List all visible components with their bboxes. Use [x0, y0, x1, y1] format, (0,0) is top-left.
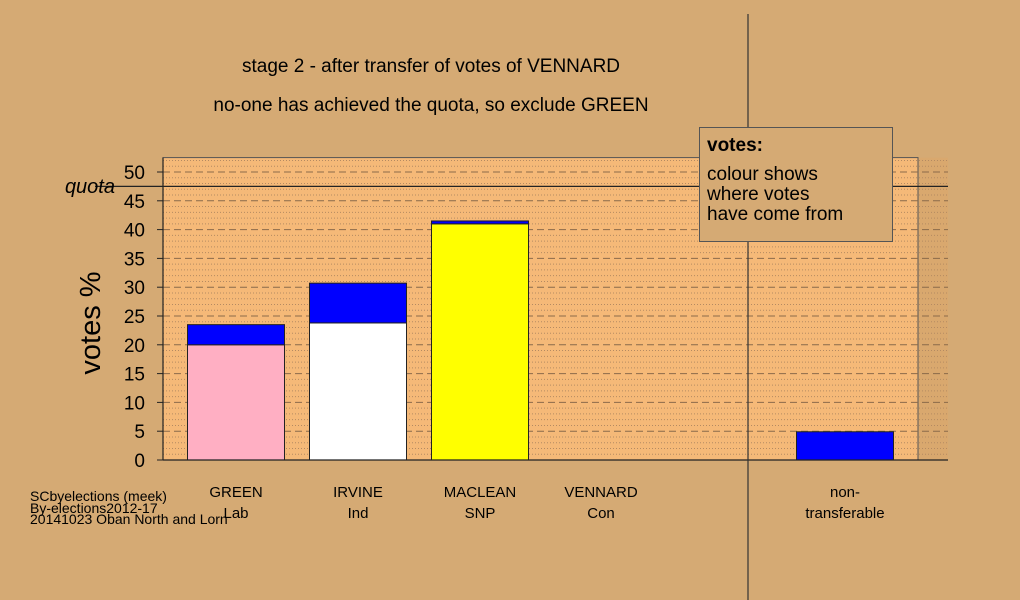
- x-label-name: IRVINE: [333, 484, 383, 501]
- y-tick-label: 40: [124, 221, 145, 242]
- x-category-labels: GREEN Lab IRVINE Ind MACLEAN SNP VENNARD Con non…: [209, 484, 884, 522]
- y-tick-label: 50: [124, 163, 145, 184]
- credit-series: By-elections2012-17: [30, 500, 158, 516]
- y-tick-labels: 0 5 10 15 20 25 30 35 40 45 50: [124, 163, 145, 472]
- x-label-party: Con: [587, 505, 615, 522]
- credit-source: SCbyelections (meek): [30, 488, 167, 504]
- chart-subtitle: no-one has achieved the quota, so exclud…: [213, 95, 648, 116]
- x-label-name: MACLEAN: [444, 484, 517, 501]
- legend-text: colour shows where votes have come from: [707, 164, 844, 225]
- bars: [187, 220, 894, 461]
- bar-segment-maclean-0: [431, 223, 529, 461]
- chart-title: stage 2 - after transfer of votes of VEN…: [242, 56, 620, 77]
- y-tick-label: 45: [124, 192, 145, 213]
- x-label-name: VENNARD: [564, 484, 638, 501]
- y-tick-label: 0: [134, 451, 145, 472]
- credit-election: 20141023 Oban North and Lorn: [30, 511, 228, 527]
- bar-segment-green-0: [187, 344, 285, 461]
- quota-label: quota: [65, 176, 115, 198]
- bar-segment-irvine-1: [309, 282, 407, 324]
- x-label-name: GREEN: [209, 484, 262, 501]
- y-tick-label: 35: [124, 249, 145, 270]
- legend-title: votes:: [707, 135, 763, 156]
- bar-segment-maclean-1: [431, 220, 529, 225]
- x-label-party: Lab: [223, 505, 248, 522]
- y-tick-label: 5: [134, 422, 145, 443]
- bar-segment-non-transferable-0: [796, 431, 894, 461]
- y-tick-label: 25: [124, 307, 145, 328]
- y-tick-label: 20: [124, 336, 145, 357]
- x-label-party: transferable: [805, 505, 884, 522]
- y-tick-label: 15: [124, 365, 145, 386]
- x-label-party: Ind: [348, 505, 369, 522]
- x-label-name: non-: [830, 484, 860, 501]
- plot-shaded-strip: [918, 157, 948, 460]
- legend: votes: colour shows where votes have com…: [699, 127, 893, 242]
- bar-segment-irvine-0: [309, 322, 407, 461]
- x-label-party: SNP: [465, 505, 496, 522]
- y-tick-label: 30: [124, 278, 145, 299]
- y-axis-label: votes %: [75, 271, 107, 374]
- y-tick-label: 10: [124, 393, 145, 414]
- bar-segment-green-1: [187, 324, 285, 346]
